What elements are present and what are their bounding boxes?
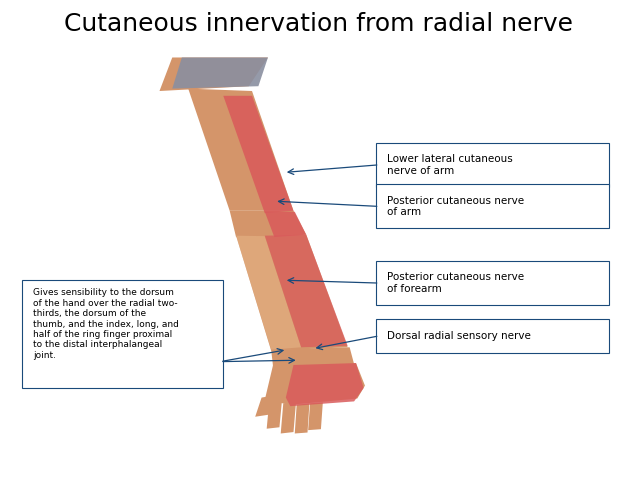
Polygon shape <box>265 235 348 347</box>
Text: Cutaneous innervation from radial nerve: Cutaneous innervation from radial nerve <box>64 12 574 36</box>
Polygon shape <box>295 403 309 433</box>
FancyBboxPatch shape <box>22 280 223 388</box>
Polygon shape <box>172 57 268 89</box>
FancyBboxPatch shape <box>376 261 609 305</box>
Polygon shape <box>188 89 293 211</box>
Polygon shape <box>230 211 306 237</box>
Text: Gives sensibility to the dorsum
of the hand over the radial two-
thirds, the dor: Gives sensibility to the dorsum of the h… <box>33 288 179 360</box>
Polygon shape <box>286 363 364 406</box>
Polygon shape <box>265 212 306 237</box>
Polygon shape <box>236 235 348 351</box>
FancyBboxPatch shape <box>376 319 609 353</box>
Polygon shape <box>160 57 268 91</box>
Polygon shape <box>223 96 293 213</box>
FancyBboxPatch shape <box>376 143 609 187</box>
Polygon shape <box>236 236 301 350</box>
Text: Posterior cutaneous nerve
of forearm: Posterior cutaneous nerve of forearm <box>387 272 524 294</box>
Polygon shape <box>265 363 365 405</box>
Polygon shape <box>255 395 276 417</box>
Polygon shape <box>281 402 296 433</box>
FancyBboxPatch shape <box>376 184 609 228</box>
Polygon shape <box>271 347 354 366</box>
Text: Posterior cutaneous nerve
of arm: Posterior cutaneous nerve of arm <box>387 195 524 217</box>
Polygon shape <box>308 402 323 430</box>
Polygon shape <box>267 400 282 429</box>
Text: Dorsal radial sensory nerve: Dorsal radial sensory nerve <box>387 331 531 341</box>
Text: Lower lateral cutaneous
nerve of arm: Lower lateral cutaneous nerve of arm <box>387 154 513 176</box>
